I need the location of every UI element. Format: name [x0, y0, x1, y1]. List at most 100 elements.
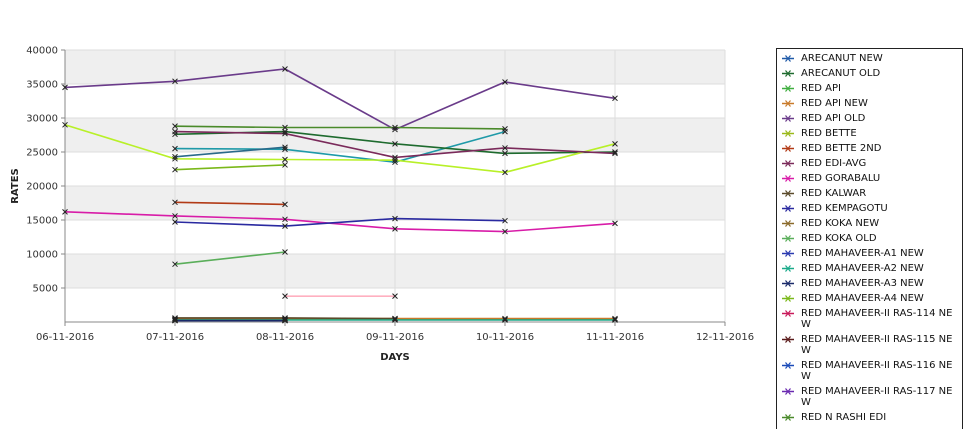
series-line	[64, 124, 616, 174]
data-point	[282, 144, 288, 151]
legend-item: RED KEMPAGOTU	[777, 203, 962, 214]
legend-marker-icon	[782, 160, 794, 167]
data-point	[502, 145, 508, 151]
legend-item: RED N RASHI EDI	[777, 412, 962, 423]
legend-label: RED KEMPAGOTU	[801, 203, 888, 214]
data-point	[502, 317, 508, 323]
legend-marker-icon	[782, 250, 794, 257]
data-point	[502, 217, 508, 224]
data-point	[282, 66, 288, 72]
data-point	[172, 317, 178, 324]
data-point	[392, 124, 398, 131]
legend-marker-icon	[782, 85, 794, 92]
data-point	[612, 315, 618, 322]
data-point	[612, 317, 618, 323]
data-point	[392, 225, 398, 232]
data-point	[502, 169, 508, 176]
y-tick-label: 25000	[26, 148, 58, 159]
y-axis-label: RATES	[10, 168, 21, 204]
legend-item: RED KALWAR	[777, 188, 962, 199]
series-line	[64, 68, 616, 131]
data-point	[612, 149, 618, 155]
series-line	[174, 201, 286, 206]
legend-label: RED KALWAR	[801, 188, 867, 199]
legend-label: RED MAHAVEER-A4 NEW	[801, 293, 924, 304]
data-point	[172, 199, 178, 206]
data-point	[502, 79, 508, 85]
legend-marker-icon	[782, 205, 794, 212]
legend-label: ARECANUT OLD	[801, 68, 881, 79]
data-point	[172, 128, 178, 135]
legend-label: RED MAHAVEER-A2 NEW	[801, 263, 924, 274]
legend-label: RED N RASHI EDI	[801, 412, 887, 423]
y-axis-ticks: 5000 10000 15000 20000 25000 30000 35000 40000	[26, 46, 65, 295]
x-tick-label: 12-11-2016	[696, 332, 754, 343]
legend-item: RED MAHAVEER-A4 NEW	[777, 293, 962, 304]
series-line	[174, 251, 286, 265]
y-tick-label: 40000	[26, 46, 58, 57]
legend-item: RED KOKA NEW	[777, 218, 962, 229]
y-tick-label: 5000	[33, 284, 58, 295]
y-tick-label: 20000	[26, 182, 58, 193]
legend-label: RED GORABALU	[801, 173, 881, 184]
data-point	[62, 208, 68, 215]
legend-label: RED EDI-AVG	[801, 158, 867, 169]
y-tick-label: 35000	[26, 80, 58, 91]
data-point	[172, 123, 178, 130]
legend-item: RED BETTE 2ND	[777, 143, 962, 154]
legend-label: RED MAHAVEER-A3 NEW	[801, 278, 924, 289]
legend-marker-icon	[782, 295, 794, 302]
data-point	[282, 216, 288, 223]
legend-item: RED KOKA OLD	[777, 233, 962, 244]
x-tick-label: 10-11-2016	[476, 332, 534, 343]
legend-marker-icon	[782, 55, 794, 62]
legend-marker-icon	[782, 388, 794, 395]
data-point	[392, 293, 398, 300]
data-point	[282, 201, 288, 208]
data-point	[392, 154, 398, 161]
legend-label: RED MAHAVEER-II RAS-116 NEW	[801, 360, 953, 382]
legend-label: RED BETTE	[801, 128, 857, 139]
data-point	[172, 145, 178, 152]
legend-marker-icon	[782, 414, 794, 421]
legend-marker-icon	[782, 100, 794, 107]
data-point	[392, 126, 398, 133]
legend-item: ARECANUT OLD	[777, 68, 962, 79]
legend-label: ARECANUT NEW	[801, 53, 883, 64]
legend-label: RED MAHAVEER-II RAS-114 NEW	[801, 308, 953, 330]
legend-item: RED BETTE	[777, 128, 962, 139]
data-point	[612, 95, 618, 102]
legend-marker-icon	[782, 235, 794, 242]
legend-marker-icon	[782, 265, 794, 272]
data-point	[282, 223, 288, 229]
legend-item: RED MAHAVEER-II RAS-117 NEW	[777, 386, 962, 408]
x-axis-ticks: 06-11-2016 07-11-2016 08-11-2016 09-11-2016…	[36, 322, 754, 343]
legend-label: RED KOKA OLD	[801, 233, 877, 244]
series-line	[64, 211, 616, 233]
legend-marker-icon	[782, 362, 794, 369]
series-line	[174, 146, 286, 158]
x-axis-label: DAYS	[380, 352, 410, 363]
data-point	[392, 159, 398, 166]
data-point	[282, 162, 288, 168]
series-lines	[64, 68, 616, 322]
x-tick-label: 06-11-2016	[36, 332, 94, 343]
data-point	[612, 140, 618, 147]
data-point	[392, 317, 398, 323]
data-point	[282, 130, 288, 137]
data-point	[392, 315, 398, 322]
series-line	[174, 217, 506, 227]
legend-item: RED MAHAVEER-II RAS-115 NEW	[777, 334, 962, 356]
data-point	[172, 261, 178, 268]
legend-item: RED EDI-AVG	[777, 158, 962, 169]
legend-item: RED MAHAVEER-A2 NEW	[777, 263, 962, 274]
line-chart: 06-11-2016 07-11-2016 08-11-2016 09-11-2016…	[10, 46, 754, 364]
legend-marker-icon	[782, 145, 794, 152]
data-point	[392, 140, 398, 147]
legend-item: RED MAHAVEER-A3 NEW	[777, 278, 962, 289]
legend-item: RED GORABALU	[777, 173, 962, 184]
data-point	[172, 78, 178, 85]
legend-label: RED API NEW	[801, 98, 868, 109]
data-point	[62, 84, 68, 91]
data-point	[282, 317, 288, 324]
